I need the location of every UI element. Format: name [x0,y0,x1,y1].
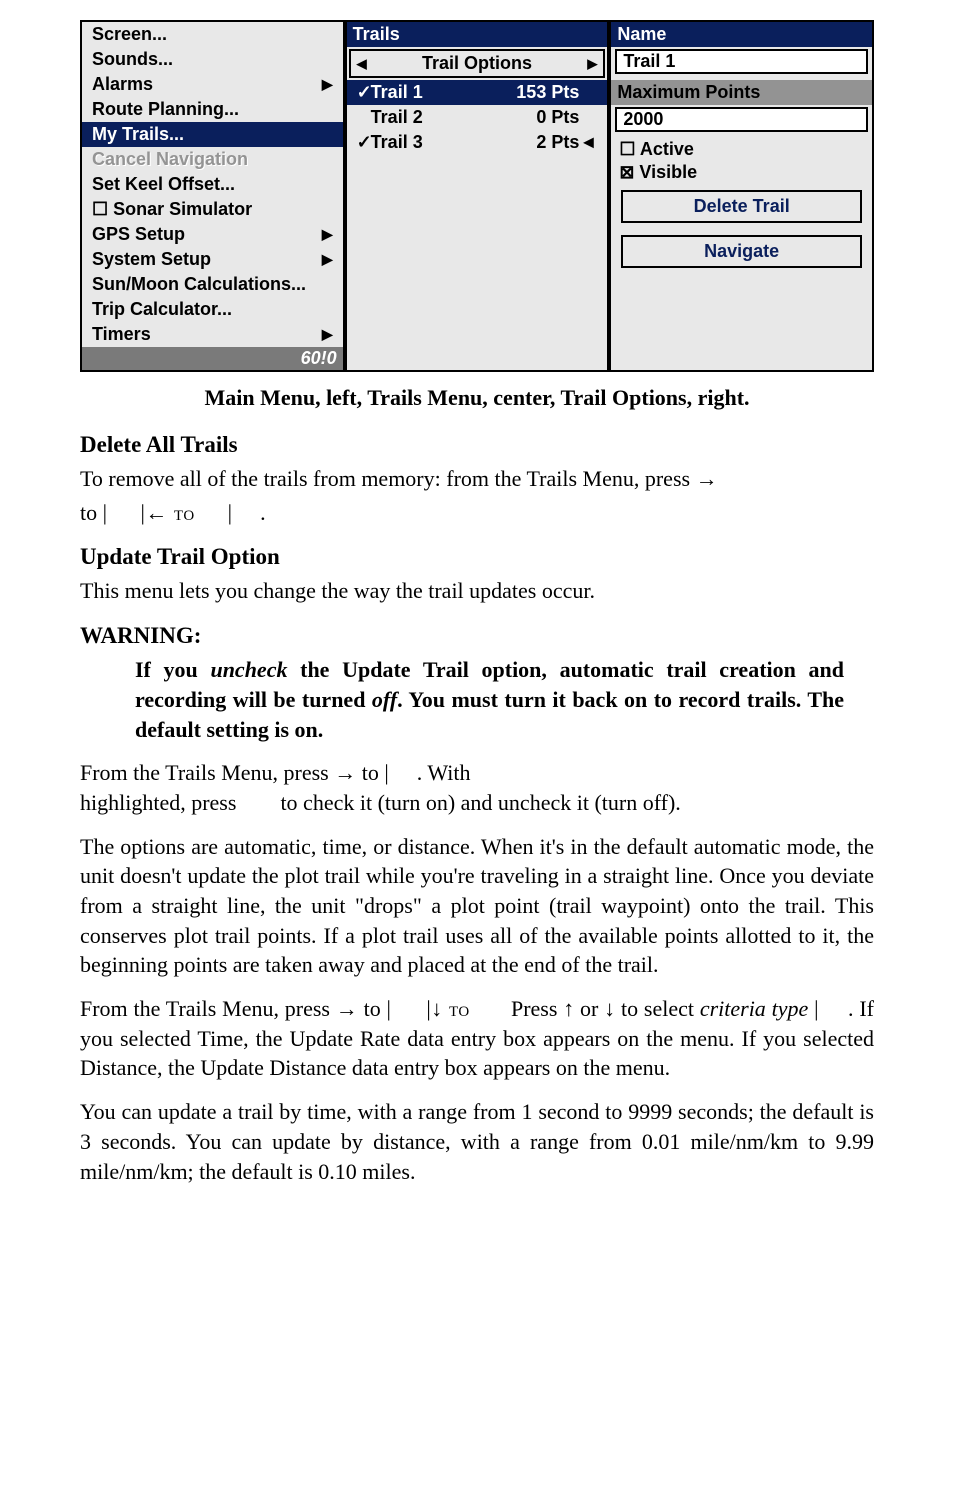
menu-item-sunmoon[interactable]: Sun/Moon Calculations... [82,272,343,297]
name-label: Name [611,22,872,47]
submenu-arrow-icon: ▶ [322,251,333,268]
submenu-arrow-icon: ▶ [322,76,333,93]
submenu-arrow-icon: ▶ [322,326,333,343]
para-delete-2: to | |← to | . [80,498,874,528]
name-field[interactable]: Trail 1 [615,49,868,74]
heading-update-trail: Update Trail Option [80,541,874,572]
navigate-button[interactable]: Navigate [621,235,862,268]
trails-title: Trails [347,22,608,47]
check-icon [357,107,371,128]
menu-item-system[interactable]: System Setup▶ [82,247,343,272]
menu-item-cancel-nav: Cancel Navigation [82,147,343,172]
menu-item-sounds[interactable]: Sounds... [82,47,343,72]
menu-item-alarms[interactable]: Alarms▶ [82,72,343,97]
cursor-arrow-icon: ◄ [579,132,597,153]
trail-options-header[interactable]: ◀ Trail Options ▶ [349,49,606,78]
para-warning: If you uncheck the Update Trail option, … [80,655,874,744]
max-points-field[interactable]: 2000 [615,107,868,132]
para-options: The options are automatic, time, or dist… [80,832,874,980]
right-arrow-icon: ▶ [587,56,597,72]
check-icon: ✓ [357,132,371,153]
depth-readout: 60!0 [82,347,343,370]
menu-item-keel[interactable]: Set Keel Offset... [82,172,343,197]
menu-item-trip[interactable]: Trip Calculator... [82,297,343,322]
para-update: This menu lets you change the way the tr… [80,576,874,606]
menu-item-mytrails[interactable]: My Trails... [82,122,343,147]
trail-row-2[interactable]: Trail 2 0 Pts [347,105,608,130]
trail-row-3[interactable]: ✓ Trail 3 2 Pts ◄ [347,130,608,155]
menu-item-gps[interactable]: GPS Setup▶ [82,222,343,247]
check-icon: ✓ [357,82,371,103]
trail-row-1[interactable]: ✓ Trail 1 153 Pts [347,80,608,105]
para-delete-1: To remove all of the trails from memory:… [80,464,874,494]
figure-caption: Main Menu, left, Trails Menu, center, Tr… [0,377,954,421]
menu-item-screen[interactable]: Screen... [82,22,343,47]
para-from-2: From the Trails Menu, press → to | |↓ to… [80,994,874,1083]
delete-trail-button[interactable]: Delete Trail [621,190,862,223]
para-from-1: From the Trails Menu, press → to | . Wit… [80,758,874,817]
heading-delete-all: Delete All Trails [80,429,874,460]
max-points-label: Maximum Points [611,80,872,105]
main-menu-panel: Screen... Sounds... Alarms▶ Route Planni… [80,20,345,372]
menu-item-sonar[interactable]: ☐ Sonar Simulator [82,197,343,222]
screenshot-panels: Screen... Sounds... Alarms▶ Route Planni… [0,0,954,377]
menu-item-timers[interactable]: Timers▶ [82,322,343,347]
left-arrow-icon: ◀ [357,56,367,72]
menu-item-route[interactable]: Route Planning... [82,97,343,122]
submenu-arrow-icon: ▶ [322,226,333,243]
heading-warning: WARNING: [80,620,874,651]
para-time: You can update a trail by time, with a r… [80,1097,874,1186]
page-body: Delete All Trails To remove all of the t… [0,429,954,1186]
trail-options-panel: Name Trail 1 Maximum Points 2000 ☐ Activ… [609,20,874,372]
visible-checkbox[interactable]: ⊠ Visible [611,161,872,184]
trails-menu-panel: Trails ◀ Trail Options ▶ ✓ Trail 1 153 P… [345,20,610,372]
active-checkbox[interactable]: ☐ Active [611,138,872,161]
